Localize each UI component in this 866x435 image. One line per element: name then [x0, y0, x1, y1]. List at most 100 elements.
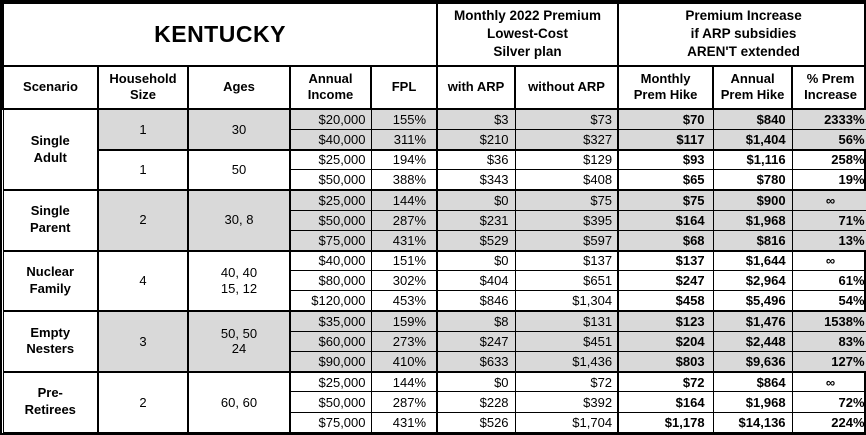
col-header-annual-prem-hike: Annual Prem Hike	[712, 64, 794, 111]
table-row: $80,000 302% $404 $651 $247 $2,964 61%	[3, 270, 866, 292]
cell-annual-hike: $1,404	[712, 128, 793, 151]
cell-pct-increase: 13%	[791, 229, 866, 252]
ages-cell: 30	[187, 108, 291, 151]
table-row: $60,000 273% $247 $451 $204 $2,448 83%	[3, 330, 866, 353]
cell-with-arp: $228	[436, 391, 516, 413]
cell-income: $120,000	[289, 290, 372, 312]
table-row: Pre- Retirees 2 60, 60 $25,000 144% $0 $72 $72 $…	[2, 370, 866, 433]
cell-pct-increase: 127%	[791, 351, 866, 373]
cell-with-arp: $36	[436, 148, 516, 171]
table-row: 1 50 $25,000 194% $36 $129 $93 $1,116 258%	[3, 148, 866, 191]
col-header-monthly-prem-hike: Monthly Prem Hike	[617, 64, 715, 111]
household-size-cell: 2	[97, 370, 189, 433]
cell-income: $90,000	[289, 351, 372, 373]
cell-pct-increase: 258%	[791, 148, 866, 171]
cell-monthly-hike: $68	[617, 229, 714, 252]
ages-cell: 30, 8	[187, 188, 291, 252]
cell-income: $25,000	[289, 188, 372, 211]
cell-with-arp: $3	[436, 108, 516, 130]
cell-fpl: 159%	[370, 310, 438, 332]
cell-monthly-hike: $204	[617, 330, 714, 353]
cell-monthly-hike: $1,178	[617, 411, 714, 434]
cell-without-arp: $73	[514, 108, 619, 130]
ages-cell: 50	[187, 148, 291, 191]
cell-with-arp: $0	[436, 370, 516, 393]
cell-without-arp: $651	[514, 270, 619, 292]
cell-pct-increase: 83%	[791, 330, 866, 353]
cell-annual-hike: $5,496	[712, 290, 793, 312]
table-row: $75,000 431% $529 $597 $68 $816 13%	[3, 229, 866, 252]
cell-monthly-hike: $164	[617, 209, 714, 231]
cell-monthly-hike: $117	[617, 128, 714, 151]
cell-without-arp: $408	[514, 169, 619, 191]
table-row: Nuclear Family 4 40, 40 15, 12 $40,000 151% $…	[2, 249, 866, 312]
scenario-cell: Single Adult	[2, 108, 99, 191]
cell-with-arp: $0	[436, 249, 516, 272]
cell-annual-hike: $1,116	[712, 148, 793, 171]
cell-annual-hike: $2,964	[712, 270, 793, 292]
cell-income: $50,000	[289, 169, 372, 191]
cell-annual-hike: $1,476	[712, 310, 793, 332]
cell-with-arp: $210	[436, 128, 516, 151]
cell-with-arp: $846	[436, 290, 516, 312]
cell-annual-hike: $2,448	[712, 330, 793, 353]
cell-without-arp: $137	[514, 249, 619, 272]
cell-fpl: 155%	[370, 108, 438, 130]
cell-without-arp: $327	[514, 128, 619, 151]
table-row: $90,000 410% $633 $1,436 $803 $9,636 127%	[3, 351, 866, 373]
cell-annual-hike: $14,136	[712, 411, 793, 434]
cell-fpl: 144%	[370, 188, 438, 211]
cell-fpl: 311%	[370, 128, 438, 151]
table-row: $50,000 287% $228 $392 $164 $1,968 72%	[3, 391, 866, 413]
cell-income: $25,000	[289, 148, 372, 171]
household-size-cell: 3	[97, 310, 189, 373]
ages-cell: 40, 40 15, 12	[187, 249, 291, 312]
cell-fpl: 302%	[370, 270, 438, 292]
col-header-fpl: FPL	[369, 64, 439, 111]
cell-annual-hike: $864	[712, 370, 793, 393]
cell-annual-hike: $840	[712, 108, 793, 130]
col-header-without-arp: without ARP	[514, 64, 620, 111]
cell-pct-increase: 56%	[791, 128, 866, 151]
title-row: KENTUCKY Monthly 2022 Premium Lowest-Cost…	[1, 2, 866, 67]
cell-fpl: 287%	[370, 391, 438, 413]
col-header-household-size: Household Size	[97, 64, 189, 111]
cell-without-arp: $1,704	[514, 411, 619, 434]
cell-pct-increase: 2333%	[791, 108, 866, 130]
cell-with-arp: $529	[436, 229, 516, 252]
cell-pct-increase: 72%	[791, 391, 866, 413]
cell-monthly-hike: $65	[617, 169, 714, 191]
cell-income: $60,000	[289, 330, 372, 353]
cell-without-arp: $597	[514, 229, 619, 252]
cell-with-arp: $633	[436, 351, 516, 373]
column-header-row: Scenario Household Size Ages Annual Income F…	[2, 64, 866, 111]
scenario-cell: Empty Nesters	[2, 310, 99, 373]
scenario-cell: Single Parent	[2, 188, 99, 252]
cell-income: $40,000	[289, 128, 372, 151]
cell-pct-increase: ∞	[791, 188, 866, 211]
cell-monthly-hike: $75	[617, 188, 714, 211]
scenario-cell: Pre- Retirees	[2, 370, 99, 433]
cell-pct-increase: ∞	[791, 370, 866, 393]
cell-fpl: 431%	[370, 411, 438, 434]
col-header-pct-prem-increase: % Prem Increase	[791, 64, 866, 111]
cell-fpl: 431%	[370, 229, 438, 252]
cell-without-arp: $72	[514, 370, 619, 393]
cell-pct-increase: 61%	[791, 270, 866, 292]
cell-with-arp: $404	[436, 270, 516, 292]
cell-annual-hike: $9,636	[712, 351, 793, 373]
cell-fpl: 388%	[370, 169, 438, 191]
cell-annual-hike: $1,968	[712, 209, 793, 231]
cell-monthly-hike: $123	[617, 310, 714, 332]
cell-monthly-hike: $70	[617, 108, 714, 130]
cell-without-arp: $1,436	[514, 351, 619, 373]
cell-monthly-hike: $247	[617, 270, 714, 292]
cell-annual-hike: $900	[712, 188, 793, 211]
cell-fpl: 273%	[370, 330, 438, 353]
cell-annual-hike: $816	[712, 229, 793, 252]
cell-income: $50,000	[289, 209, 372, 231]
ages-cell: 50, 50 24	[187, 310, 291, 373]
